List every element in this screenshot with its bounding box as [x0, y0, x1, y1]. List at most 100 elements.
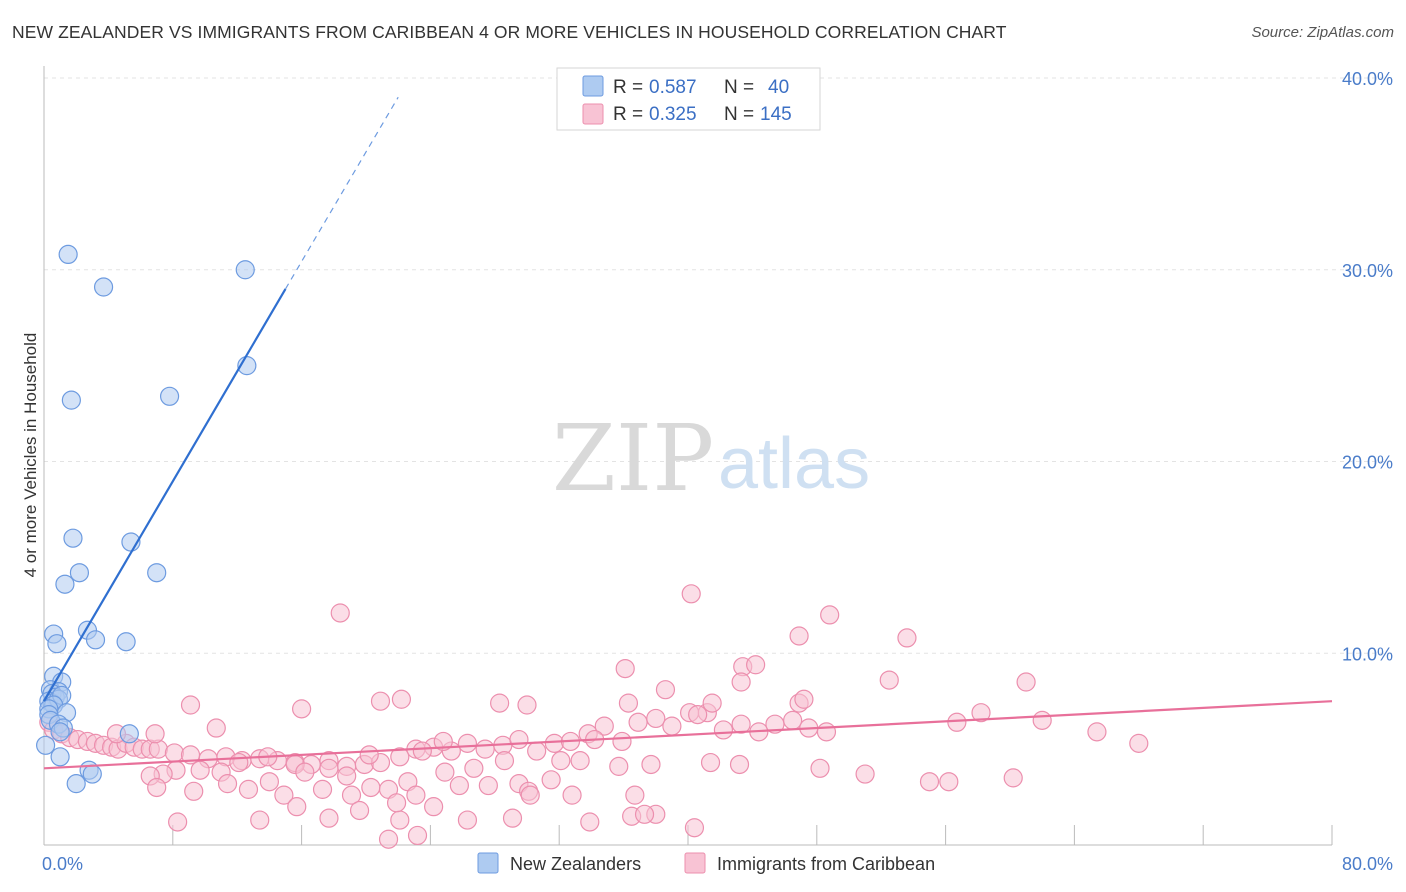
y-tick-label-2: 30.0% [1342, 261, 1393, 281]
legend-n-value-2: 145 [760, 104, 792, 125]
caribbean-point-72 [517, 695, 537, 715]
new-zealander-trend-extension [284, 96, 399, 290]
caribbean-point-149 [684, 818, 705, 838]
caribbean-point-35 [509, 729, 529, 750]
chart-title: NEW ZEALANDER VS IMMIGRANTS FROM CARIBBE… [12, 22, 1007, 42]
new-zealander-point-10 [69, 563, 90, 583]
caribbean-point-106 [435, 762, 455, 782]
caribbean-point-84 [1087, 722, 1107, 742]
new-zealander-point-6 [63, 528, 83, 548]
caribbean-point-128 [449, 775, 469, 796]
caribbean-point-65 [1016, 672, 1036, 692]
caribbean-point-81 [971, 703, 991, 723]
new-zealander-point-13 [85, 630, 106, 650]
caribbean-point-77 [206, 718, 226, 738]
caribbean-point-103 [337, 766, 357, 786]
caribbean-point-143 [349, 800, 370, 821]
tick-labels: 10.0% 20.0% 30.0% 40.0% 0.0% 80.0% [42, 69, 1393, 874]
caribbean-point-57 [897, 628, 917, 648]
stats-legend: R = 0.587 N = 40 R = 0.325 N = 145 [556, 67, 821, 131]
caribbean-point-55 [681, 584, 701, 604]
caribbean-point-32 [457, 733, 478, 753]
caribbean-point-134 [250, 810, 270, 830]
caribbean-point-137 [457, 810, 478, 830]
caribbean-point-89 [433, 731, 453, 752]
caribbean-point-95 [229, 752, 249, 773]
caribbean-point-83 [1129, 733, 1149, 753]
grid [44, 77, 1392, 654]
caribbean-point-68 [688, 705, 708, 725]
new-zealander-point-9 [55, 574, 75, 594]
caribbean-point-40 [594, 716, 614, 736]
legend-n-value-1: 40 [768, 77, 789, 98]
caribbean-point-144 [386, 793, 407, 813]
caribbean-point-142 [287, 797, 307, 817]
caribbean-point-88 [494, 751, 515, 771]
axes [43, 66, 1333, 846]
trend-lines [43, 96, 1333, 770]
new-zealander-points [36, 244, 257, 794]
bottom-legend-caribbean: Immigrants from Caribbean [717, 854, 935, 874]
caribbean-point-101 [259, 772, 279, 792]
caribbean-point-113 [729, 754, 750, 775]
watermark-atlas: atlas [718, 424, 870, 504]
y-tick-label-3: 40.0% [1342, 69, 1393, 89]
caribbean-point-139 [580, 812, 600, 832]
caribbean-point-135 [319, 808, 339, 828]
legend-swatch-new-zealanders [582, 75, 604, 97]
new-zealander-point-34 [119, 724, 139, 744]
caribbean-point-64 [879, 670, 899, 690]
caribbean-point-92 [319, 758, 339, 778]
caribbean-point-129 [478, 775, 498, 796]
caribbean-point-131 [562, 785, 582, 805]
caribbean-point-114 [810, 758, 830, 778]
caribbean-point-47 [713, 720, 734, 740]
caribbean-point-107 [464, 758, 484, 778]
caribbean-point-42 [628, 712, 648, 732]
new-zealander-point-36 [50, 747, 70, 767]
caribbean-point-36 [527, 741, 547, 761]
caribbean-point-123 [274, 785, 294, 805]
caribbean-point-147 [378, 829, 399, 849]
source-credit: Source: ZipAtlas.com [1251, 24, 1394, 41]
caribbean-point-124 [312, 779, 333, 799]
x-tick-label-max: 80.0% [1342, 854, 1393, 874]
caribbean-point-119 [147, 777, 167, 798]
caribbean-point-28 [390, 747, 410, 767]
caribbean-point-61 [746, 655, 766, 675]
new-zealander-point-35 [36, 735, 56, 755]
caribbean-point-33 [475, 739, 495, 759]
bottom-legend-swatch-new-zealanders [477, 852, 499, 874]
caribbean-point-37 [544, 733, 564, 753]
bottom-legend-swatch-caribbean [684, 852, 706, 874]
caribbean-point-67 [794, 689, 814, 709]
new-zealander-point-39 [66, 774, 86, 794]
caribbean-point-120 [184, 781, 204, 801]
series-legend: New Zealanders Immigrants from Caribbean [477, 852, 935, 874]
new-zealander-trend-line [43, 288, 287, 702]
caribbean-point-15 [164, 743, 185, 763]
caribbean-points [39, 584, 1149, 849]
caribbean-point-125 [341, 785, 362, 805]
legend-r-label-1: R = [613, 77, 643, 98]
caribbean-point-109 [541, 770, 561, 790]
legend-n-label-2: N = [724, 104, 754, 125]
new-zealander-point-0 [58, 244, 78, 265]
caribbean-point-122 [238, 779, 259, 799]
legend-r-label-2: R = [613, 104, 643, 125]
caribbean-point-138 [502, 808, 523, 828]
caribbean-point-148 [407, 825, 428, 846]
new-zealander-point-4 [159, 386, 180, 406]
caribbean-point-121 [217, 774, 238, 794]
legend-swatch-caribbean [582, 103, 604, 125]
bottom-legend-new-zealanders: New Zealanders [510, 854, 641, 874]
caribbean-point-115 [855, 764, 875, 784]
caribbean-point-76 [180, 695, 201, 715]
caribbean-point-118 [1003, 768, 1023, 788]
caribbean-point-127 [406, 785, 426, 805]
new-zealander-point-1 [93, 277, 114, 297]
new-zealander-point-8 [147, 563, 167, 583]
caribbean-point-145 [424, 797, 444, 817]
caribbean-point-43 [646, 708, 666, 729]
